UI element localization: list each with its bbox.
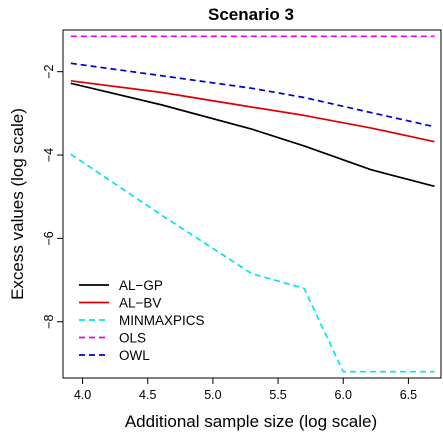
- y-axis: −8 −6 −4 −2: [42, 65, 63, 329]
- chart-title: Scenario 3: [208, 5, 294, 24]
- x-tick-label: 4.5: [139, 388, 156, 402]
- legend-label-al-bv: AL−BV: [119, 296, 161, 311]
- legend-label-ols: OLS: [119, 331, 146, 346]
- legend-label-owl: OWL: [119, 348, 150, 363]
- y-tick-label: −2: [42, 65, 56, 79]
- legend-label-minmaxpics: MINMAXPICS: [119, 313, 205, 328]
- x-tick-label: 5.0: [204, 388, 221, 402]
- series-line-al-bv: [70, 79, 435, 143]
- x-tick-label: 4.0: [74, 388, 91, 402]
- legend-label-al-gp: AL−GP: [119, 278, 163, 293]
- y-axis-label: Excess values (log scale): [8, 108, 27, 300]
- x-tick-label: 5.5: [269, 388, 286, 402]
- x-tick-label: 6.0: [335, 388, 352, 402]
- x-tick-label: 6.5: [400, 388, 417, 402]
- x-axis-label: Additional sample size (log scale): [125, 412, 377, 431]
- plot-frame: [62, 29, 442, 379]
- series-layer: [70, 35, 435, 373]
- y-tick-label: −4: [42, 148, 56, 162]
- y-tick-label: −8: [42, 315, 56, 329]
- series-line-owl: [70, 62, 435, 128]
- series-line-minmaxpics: [70, 153, 435, 373]
- y-tick-label: −6: [42, 231, 56, 245]
- series-line-al-gp: [70, 82, 435, 188]
- legend: AL−GP AL−BV MINMAXPICS OLS OWL: [79, 278, 205, 363]
- x-axis: 4.0 4.5 5.0 5.5 6.0 6.5: [74, 378, 417, 402]
